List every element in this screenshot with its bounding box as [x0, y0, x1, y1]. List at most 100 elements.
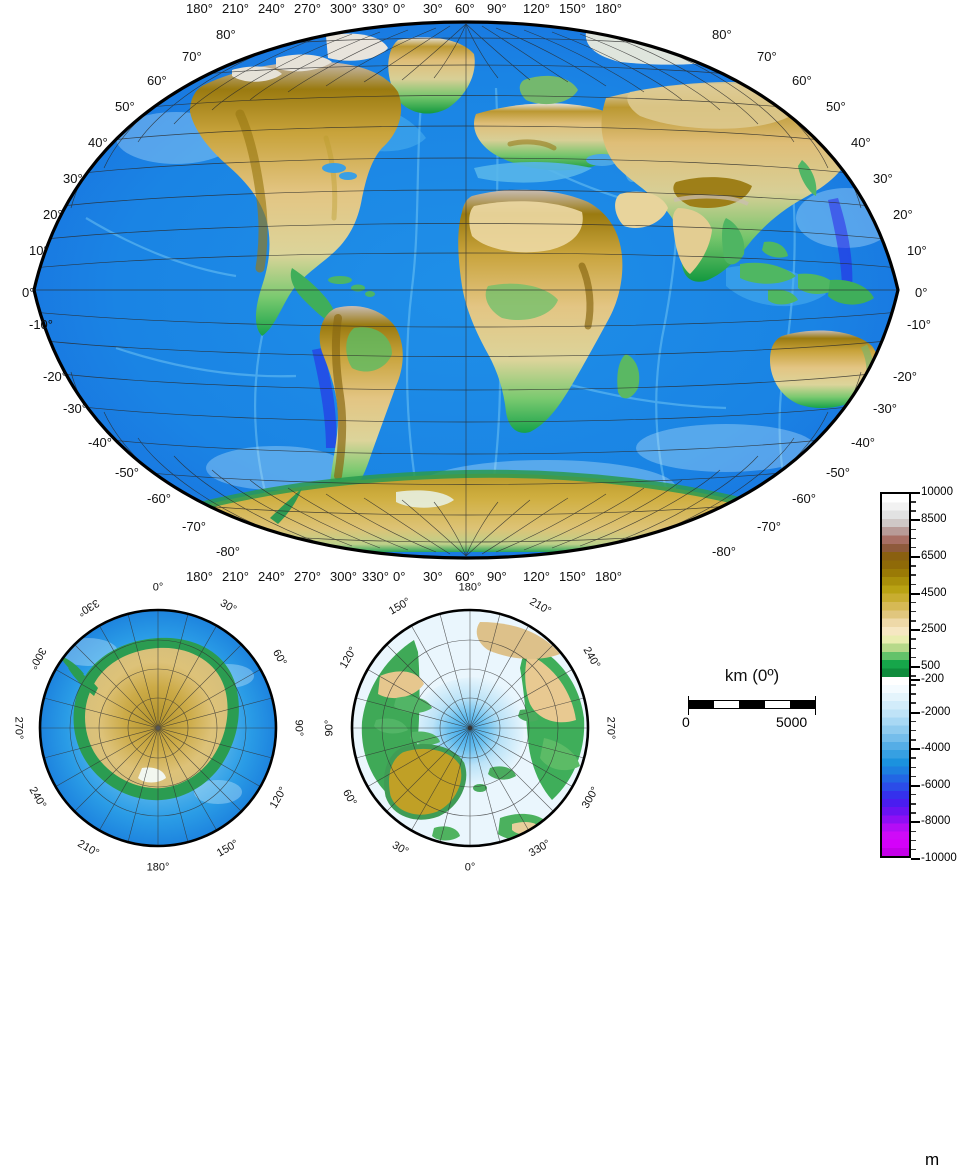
colorbar-minor-tick [911, 620, 916, 622]
longitude-label-top-7: 30° [423, 1, 443, 16]
latitude-label-right-1: 70° [757, 49, 777, 64]
colorbar-minor-tick [911, 684, 916, 686]
arctic-azimuth-label-90: 90° [323, 719, 336, 737]
colorbar-major-tick--8000 [911, 821, 920, 824]
latitude-label-right-6: 20° [893, 207, 913, 222]
antarctic-polar-map[interactable] [18, 592, 298, 864]
landmass-australia [770, 330, 880, 409]
colorbar-major-tick-8500 [911, 519, 920, 522]
latitude-label-left-2: 60° [147, 73, 167, 88]
landmass-india [672, 208, 712, 274]
latitude-label-left-9: -10° [29, 317, 53, 332]
antarctic-azimuth-label-0: 0° [152, 581, 164, 594]
map-border [32, 20, 900, 560]
colorbar-minor-tick [911, 601, 916, 604]
colorbar-major-tick--4000 [911, 748, 920, 751]
antarctic-ice-sheet [85, 647, 228, 789]
latitude-label-right-9: -10° [907, 317, 931, 332]
latitude-label-right-14: -60° [792, 491, 816, 506]
latitude-label-left-6: 20° [43, 207, 63, 222]
colorbar-frame [880, 492, 911, 858]
colorbar-major-tick-2500 [911, 629, 920, 632]
landmass-new-zealand [872, 410, 898, 454]
longitude-label-top-11: 150° [559, 1, 586, 16]
graticule [34, 23, 898, 557]
latitude-label-left-10: -20° [43, 369, 67, 384]
latitude-label-left-11: -30° [63, 401, 87, 416]
colorbar-minor-tick [911, 693, 916, 695]
colorbar-minor-tick [911, 702, 916, 704]
latitude-label-right-15: -70° [757, 519, 781, 534]
colorbar-unit-label: m [925, 1150, 940, 1169]
longitude-label-top-0: 180° [186, 1, 213, 16]
longitude-label-bottom-4: 300° [330, 569, 357, 584]
latitude-label-right-0: 80° [712, 27, 732, 42]
latitude-label-left-16: -80° [216, 544, 240, 559]
colorbar-major-tick-4500 [911, 592, 920, 595]
longitude-label-top-3: 270° [294, 1, 321, 16]
latitude-label-right-8: 0° [915, 285, 928, 300]
landmass-europe [474, 103, 629, 171]
colorbar-minor-tick [911, 775, 916, 778]
arctic-polar-map[interactable] [330, 592, 610, 864]
longitude-label-bottom-10: 120° [523, 569, 550, 584]
longitude-label-top-12: 180° [595, 1, 622, 16]
latitude-label-right-10: -20° [893, 369, 917, 384]
colorbar-tick-label--10000: -10000 [921, 852, 957, 864]
longitude-label-top-1: 210° [222, 1, 249, 16]
colorbar-gradient [882, 494, 909, 856]
colorbar-minor-tick [911, 675, 916, 677]
longitude-label-bottom-8: 60° [455, 569, 475, 584]
longitude-label-bottom-1: 210° [222, 569, 249, 584]
longitude-label-bottom-12: 180° [595, 569, 622, 584]
colorbar-tick-label-500: 500 [921, 659, 941, 672]
colorbar-minor-tick [911, 803, 916, 805]
longitude-label-bottom-2: 240° [258, 569, 285, 584]
longitude-label-top-4: 300° [330, 1, 357, 16]
colorbar-minor-tick [911, 766, 916, 768]
latitude-label-left-8: 0° [22, 285, 35, 300]
arctic-azimuth-label-270: 270° [604, 716, 617, 740]
landmass-madagascar [617, 354, 640, 399]
latitude-label-left-5: 30° [63, 171, 83, 186]
colorbar-minor-tick [911, 565, 916, 567]
colorbar-major-tick-6500 [911, 556, 920, 559]
latitude-label-left-4: 40° [88, 135, 108, 150]
map-canvas [34, 22, 898, 558]
scale-bar-rule [687, 696, 817, 715]
colorbar-major-tick-500 [911, 665, 920, 668]
colorbar-tick-label--6000: -6000 [921, 778, 951, 791]
elevation-colorbar[interactable]: 10000 8500 6500 4500 2500 500 -200 -2000 -4000 -6… [878, 486, 960, 1169]
longitude-label-top-6: 0° [393, 1, 406, 16]
latitude-label-right-4: 40° [851, 135, 871, 150]
longitude-label-top-5: 330° [362, 1, 389, 16]
arctic-greenland [386, 746, 464, 818]
landmass-central-america [290, 268, 336, 324]
colorbar-tick-label-8500: 8500 [921, 513, 947, 526]
world-map[interactable] [26, 18, 906, 563]
latitude-label-left-12: -40° [88, 435, 112, 450]
colorbar-tick-label--2000: -2000 [921, 705, 951, 718]
colorbar-tick-labels: 10000 8500 6500 4500 2500 500 -200 -2000 -4000 -6… [921, 486, 960, 864]
longitude-label-top-8: 60° [455, 1, 475, 16]
longitude-label-bottom-11: 150° [559, 569, 586, 584]
antarctic-border [38, 608, 278, 848]
latitude-label-right-5: 30° [873, 171, 893, 186]
colorbar-tick-label-2500: 2500 [921, 623, 947, 636]
colorbar-major-tick-10000 [911, 492, 920, 494]
colorbar-major-tick--200 [911, 678, 920, 681]
colorbar-ticks [911, 492, 920, 860]
colorbar-major-tick--2000 [911, 711, 920, 714]
arctic-azimuth-label-180: 180° [458, 581, 482, 594]
longitude-label-bottom-0: 180° [186, 569, 213, 584]
colorbar-minor-tick [911, 647, 916, 650]
latitude-label-left-7: 10° [29, 243, 49, 258]
colorbar-tick-label-4500: 4500 [921, 586, 947, 599]
colorbar-minor-tick [911, 656, 916, 659]
colorbar-minor-tick [911, 830, 916, 833]
scale-bar-min-label: 0 [682, 714, 690, 730]
scale-bar-max-label: 5000 [776, 714, 808, 730]
latitude-label-right-12: -40° [851, 435, 875, 450]
scale-bar-title: km (0º) [724, 666, 780, 685]
arctic-canvas [352, 610, 588, 846]
